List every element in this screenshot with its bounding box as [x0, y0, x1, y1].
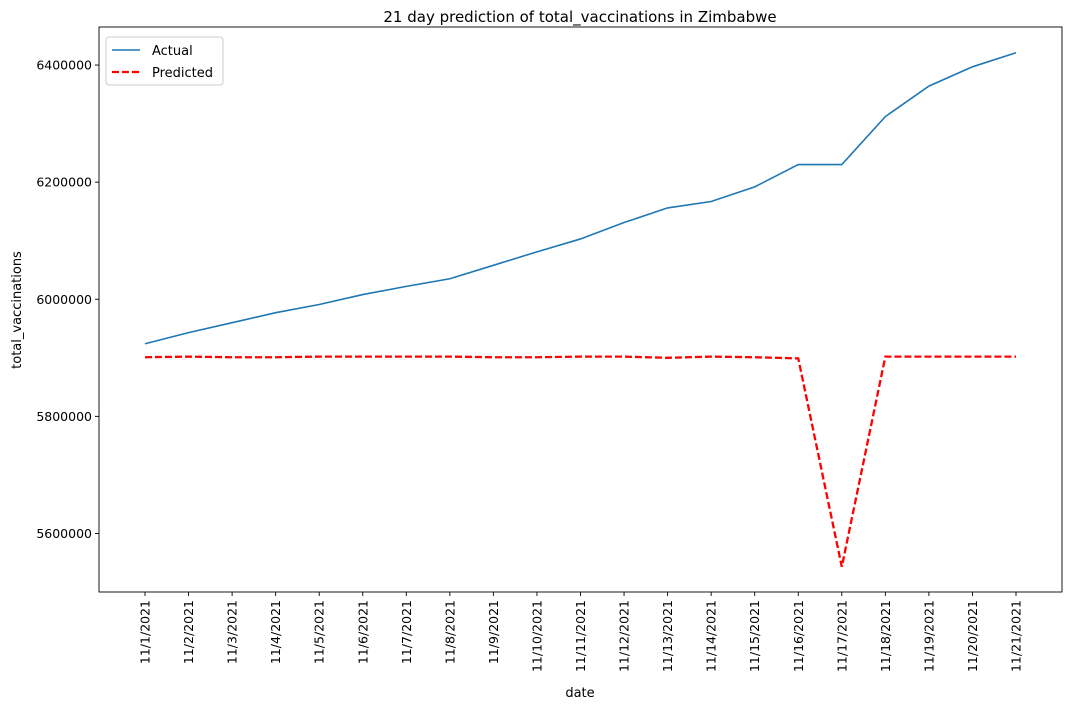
x-axis-title: date: [565, 686, 594, 701]
x-tick-label: 11/12/2021: [617, 600, 632, 672]
x-tick-label: 11/17/2021: [834, 600, 849, 672]
x-tick-label: 11/9/2021: [486, 600, 501, 664]
x-tick-label: 11/3/2021: [225, 600, 240, 664]
y-tick-label: 6200000: [36, 175, 92, 190]
x-tick-label: 11/5/2021: [312, 600, 327, 664]
x-tick-label: 11/11/2021: [573, 600, 588, 672]
plot-frame: [98, 26, 1063, 593]
x-tick-label: 11/16/2021: [791, 600, 806, 672]
x-tick-label: 11/19/2021: [921, 600, 936, 672]
x-tick-label: 11/10/2021: [529, 600, 544, 672]
series-layer: [144, 51, 1017, 568]
x-tick-label: 11/8/2021: [442, 600, 457, 664]
series-line-predicted: [144, 355, 1016, 568]
y-tick-label: 6000000: [36, 292, 92, 307]
x-tick-label: 11/1/2021: [138, 600, 153, 664]
x-tick-label: 11/7/2021: [399, 600, 414, 664]
legend: Actual Predicted: [105, 36, 224, 86]
x-axis-ticks: 11/1/2021 11/2/2021 11/3/2021 11/4/2021 11/5…: [138, 592, 1024, 672]
x-tick-label: 11/14/2021: [704, 600, 719, 672]
y-tick-label: 6400000: [36, 58, 92, 73]
series-line-actual: [144, 51, 1017, 345]
x-tick-label: 11/13/2021: [660, 600, 675, 672]
x-tick-label: 11/15/2021: [747, 600, 762, 672]
y-tick-label: 5800000: [36, 409, 92, 424]
x-tick-label: 11/21/2021: [1009, 600, 1024, 672]
y-axis-ticks: 5600000 5800000 6000000 6200000 6400000: [36, 58, 99, 541]
y-tick-label: 5600000: [36, 526, 92, 541]
x-tick-label: 11/2/2021: [181, 600, 196, 664]
legend-label-actual: Actual: [152, 44, 193, 59]
x-tick-label: 11/20/2021: [965, 600, 980, 672]
x-tick-label: 11/18/2021: [878, 600, 893, 672]
y-axis-title: total_vaccinations: [10, 251, 25, 369]
x-tick-label: 11/4/2021: [268, 600, 283, 664]
legend-label-predicted: Predicted: [152, 66, 213, 81]
chart-title: 21 day prediction of total_vaccinations …: [383, 8, 776, 27]
x-tick-label: 11/6/2021: [355, 600, 370, 664]
